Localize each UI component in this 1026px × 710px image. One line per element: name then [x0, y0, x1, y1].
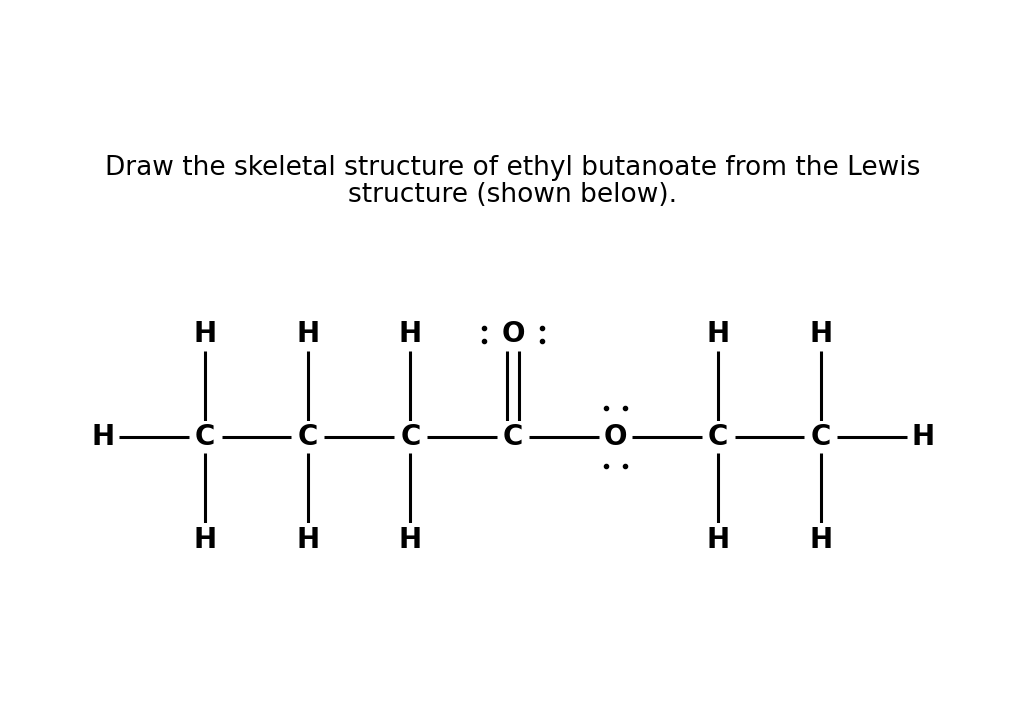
- Text: structure (shown below).: structure (shown below).: [349, 182, 677, 208]
- Text: H: H: [297, 320, 319, 349]
- Text: H: H: [399, 320, 422, 349]
- Text: C: C: [298, 423, 318, 451]
- Text: H: H: [707, 525, 729, 554]
- Text: O: O: [604, 423, 627, 451]
- Text: H: H: [297, 525, 319, 554]
- Text: H: H: [810, 525, 832, 554]
- Text: H: H: [194, 525, 216, 554]
- Text: H: H: [810, 320, 832, 349]
- Text: H: H: [399, 525, 422, 554]
- Text: C: C: [400, 423, 421, 451]
- Text: C: C: [503, 423, 523, 451]
- Text: H: H: [194, 320, 216, 349]
- Text: Draw the skeletal structure of ethyl butanoate from the Lewis: Draw the skeletal structure of ethyl but…: [106, 155, 920, 181]
- Text: C: C: [708, 423, 728, 451]
- Text: H: H: [707, 320, 729, 349]
- Text: H: H: [91, 423, 114, 451]
- Text: H: H: [912, 423, 935, 451]
- Text: O: O: [502, 320, 524, 349]
- Text: C: C: [195, 423, 215, 451]
- Text: C: C: [811, 423, 831, 451]
